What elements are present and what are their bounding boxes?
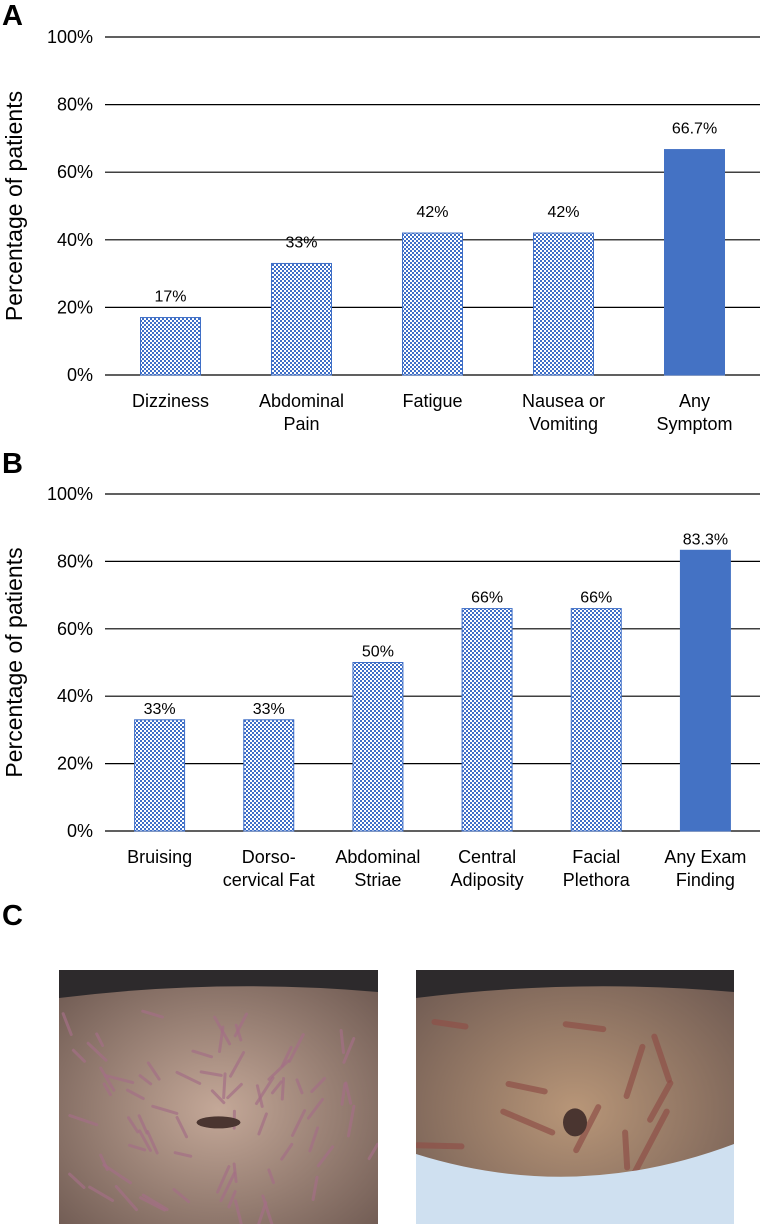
bar-central-adiposity xyxy=(461,608,513,832)
data-label: 33% xyxy=(285,234,317,251)
data-label: 66.7% xyxy=(672,121,717,138)
bar-nausea-or-vomiting xyxy=(533,232,594,376)
x-tick-label: Central Adiposity xyxy=(451,847,524,890)
data-label: 42% xyxy=(547,204,579,221)
bar-dorso-cervical-fat xyxy=(243,719,295,832)
data-label: 50% xyxy=(362,644,394,661)
bar-bruising xyxy=(134,719,186,832)
abdominal-striae-photo-1 xyxy=(59,970,378,1224)
x-tick-label: Dorso-cervical Fat xyxy=(223,847,315,890)
y-tick-label: 0% xyxy=(67,821,93,841)
y-tick-label: 100% xyxy=(47,484,93,504)
bar-facial-plethora xyxy=(570,608,622,832)
y-tick-label: 80% xyxy=(57,95,93,115)
x-tick-label: Dizziness xyxy=(132,391,209,411)
y-tick-label: 40% xyxy=(57,230,93,250)
bar-any-symptom xyxy=(664,149,725,376)
y-tick-label: 20% xyxy=(57,297,93,317)
x-tick-label: Any Exam Finding xyxy=(664,847,746,890)
x-tick-label: Fatigue xyxy=(402,391,462,411)
bar-any-exam-finding xyxy=(679,549,731,832)
y-tick-label: 60% xyxy=(57,162,93,182)
y-tick-label: 20% xyxy=(57,754,93,774)
bar-dizziness xyxy=(140,317,201,376)
bar-abdominal-striae xyxy=(352,662,404,832)
data-label: 42% xyxy=(416,204,448,221)
panel-label-c: C xyxy=(2,900,23,932)
y-tick-label: 100% xyxy=(47,27,93,47)
x-tick-label: Abdominal Striae xyxy=(335,847,420,890)
panel-label-a: A xyxy=(2,0,23,32)
bar-fatigue xyxy=(402,232,463,376)
abdominal-striae-photo-2 xyxy=(416,970,734,1224)
y-tick-label: 0% xyxy=(67,365,93,385)
chart-b-exam-findings: 0% 20% 40% 60% 80% 100% Percentage of patients… xyxy=(1,484,760,890)
x-tick-label: Facial Plethora xyxy=(563,847,631,890)
x-tick-label: Bruising xyxy=(127,847,192,867)
data-label: 33% xyxy=(253,701,285,718)
y-axis-label: Percentage of patients xyxy=(1,547,27,777)
data-label: 66% xyxy=(580,590,612,607)
x-tick-label: Nausea or Vomiting xyxy=(522,391,605,434)
data-label: 66% xyxy=(471,590,503,607)
bar-abdominal-pain xyxy=(271,262,332,376)
panel-label-b: B xyxy=(2,448,23,480)
y-tick-label: 80% xyxy=(57,551,93,571)
data-label: 17% xyxy=(154,289,186,306)
y-tick-label: 40% xyxy=(57,686,93,706)
y-axis-label: Percentage of patients xyxy=(1,91,27,321)
x-tick-label: Any Symptom xyxy=(656,391,732,434)
data-label: 33% xyxy=(144,701,176,718)
data-label: 83.3% xyxy=(683,531,728,548)
chart-a-symptoms: 0% 20% 40% 60% 80% 100% Percentage of patients… xyxy=(1,27,760,434)
x-tick-label: Abdominal Pain xyxy=(259,391,344,434)
y-tick-label: 60% xyxy=(57,619,93,639)
